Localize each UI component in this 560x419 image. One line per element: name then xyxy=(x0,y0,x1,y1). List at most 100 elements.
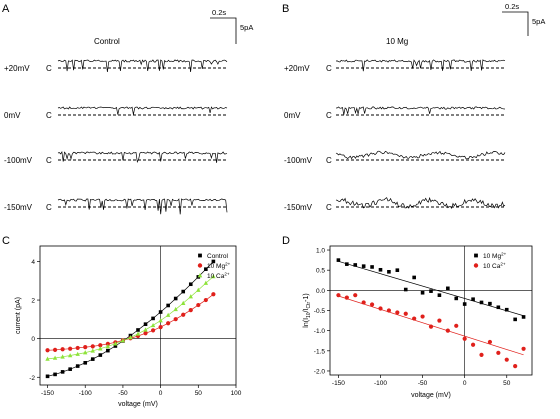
y-tick-label: -1.0 xyxy=(314,328,326,335)
data-point-square xyxy=(181,289,186,294)
data-point-square xyxy=(370,265,374,269)
data-point-square xyxy=(113,344,118,348)
data-point-circle xyxy=(504,357,509,362)
voltage-label: +20mV xyxy=(284,64,310,73)
current-trace xyxy=(335,196,506,209)
legend-superscript: 2+ xyxy=(225,262,231,267)
legend-entry: 10 Ca2+ xyxy=(207,272,230,281)
legend-entry: 10 Mg2+ xyxy=(207,262,231,271)
data-point-triangle xyxy=(150,322,156,328)
data-point-triangle xyxy=(211,274,216,279)
data-point-square xyxy=(462,302,467,306)
data-point-circle xyxy=(143,331,148,336)
y-tick-label: -1.5 xyxy=(314,348,326,355)
y-tick-label: 1.0 xyxy=(316,248,325,255)
current-trace xyxy=(335,150,506,160)
data-point-circle xyxy=(513,364,518,369)
data-point-triangle xyxy=(181,300,186,305)
x-tick-label: -50 xyxy=(418,380,428,387)
data-point-circle xyxy=(166,321,171,326)
data-point-triangle xyxy=(113,341,118,346)
panel-a-traces: +20mV C 0mV C -100mV C -150mV C xyxy=(4,59,228,215)
legend-label: 10 Ca xyxy=(483,263,501,270)
data-point-triangle xyxy=(105,343,111,349)
closed-level-label: C xyxy=(326,111,332,120)
data-point-square xyxy=(151,316,155,321)
data-point-circle xyxy=(403,311,408,316)
data-point-square xyxy=(136,328,140,332)
data-point-circle xyxy=(45,348,50,353)
data-point-square xyxy=(513,317,517,322)
data-point-square xyxy=(378,267,383,272)
x-axis-title: voltage (mV) xyxy=(411,392,451,399)
closed-level-label: C xyxy=(46,156,52,165)
data-point-circle xyxy=(445,328,450,333)
x-tick-label: 100 xyxy=(231,390,242,397)
chart-d: -150 -100 -50 0 50 -2.0 -1.5 -1.0 -0.5 0.0 0.5 1.0 v… xyxy=(303,245,533,399)
data-point-square xyxy=(90,357,95,361)
y-axis-title-subscript: 10 xyxy=(306,312,312,318)
data-point-square xyxy=(204,267,208,271)
data-point-square xyxy=(474,253,478,258)
data-point-triangle xyxy=(203,280,209,285)
data-point-circle xyxy=(211,292,216,297)
data-point-square xyxy=(98,353,103,357)
closed-level-label: C xyxy=(326,64,332,73)
x-tick-label: -150 xyxy=(332,380,345,387)
panel-b-scale-bar: 0.2s 5pA xyxy=(502,2,545,36)
data-point-square xyxy=(361,264,366,268)
closed-level-label: C xyxy=(326,203,332,212)
x-tick-label: -100 xyxy=(374,380,387,387)
current-trace xyxy=(57,198,228,215)
data-point-circle xyxy=(487,339,493,345)
data-point-square xyxy=(521,315,526,319)
y-tick-label: 0.0 xyxy=(316,288,325,295)
panel-a-current-scale: 5pA xyxy=(240,23,253,32)
y-axis-title-subscript: Ctr xyxy=(306,302,312,309)
plot-frame xyxy=(39,245,237,386)
y-tick-label: 0.5 xyxy=(316,268,325,275)
data-point-square xyxy=(75,364,80,368)
data-point-circle xyxy=(75,345,80,351)
closed-level-label: C xyxy=(326,156,332,165)
data-point-square xyxy=(188,282,193,287)
data-point-square xyxy=(429,289,433,293)
data-point-triangle xyxy=(52,355,58,360)
current-trace xyxy=(57,59,228,73)
data-point-circle xyxy=(203,297,208,303)
data-point-circle xyxy=(378,306,383,311)
data-point-square xyxy=(53,372,57,377)
fit-line xyxy=(47,261,214,377)
legend-label: 10 Ca xyxy=(207,273,225,280)
data-point-circle xyxy=(336,293,341,298)
y-tick-label: -2.0 xyxy=(314,368,326,375)
data-point-circle xyxy=(470,342,476,347)
data-point-square xyxy=(446,286,450,291)
closed-level-label: C xyxy=(46,203,52,212)
data-point-circle xyxy=(196,302,201,308)
data-point-square xyxy=(479,300,484,305)
data-point-square xyxy=(211,259,216,264)
data-point-square xyxy=(60,370,65,374)
data-point-triangle xyxy=(188,294,193,299)
x-tick-label: -150 xyxy=(41,390,54,397)
x-tick-label: -100 xyxy=(79,390,92,397)
fit-line xyxy=(338,260,524,317)
x-tick-label: 0 xyxy=(159,390,163,397)
y-tick-label: 0 xyxy=(31,336,35,343)
voltage-label: -100mV xyxy=(4,156,33,165)
data-point-circle xyxy=(68,346,73,351)
y-axis-title: ln(I10/ICtr-1) xyxy=(303,293,312,327)
y-axis-title-part: ln(I xyxy=(303,318,310,328)
legend-superscript: 2+ xyxy=(500,262,506,267)
data-point-square xyxy=(83,360,88,365)
data-point-triangle xyxy=(90,348,95,353)
data-point-circle xyxy=(105,341,110,346)
data-point-circle xyxy=(496,350,501,355)
current-trace xyxy=(335,59,506,72)
data-point-square xyxy=(143,322,148,326)
data-point-square xyxy=(420,290,425,295)
legend-entry: 10 Ca2+ xyxy=(483,262,506,271)
panel-b-current-scale: 5pA xyxy=(532,17,545,26)
